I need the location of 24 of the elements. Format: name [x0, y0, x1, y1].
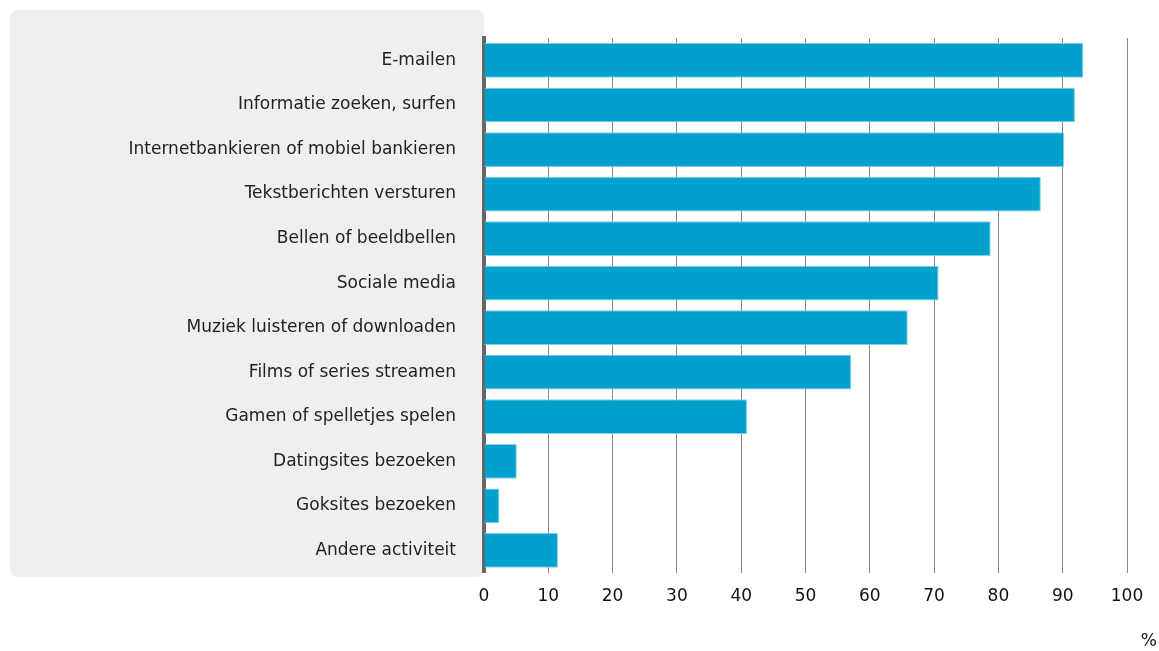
y-tick-label: Andere activiteit	[315, 538, 457, 559]
x-axis-title: %	[1140, 629, 1157, 650]
x-tick-label: 0	[478, 585, 490, 606]
y-tick-label: Sociale media	[336, 271, 456, 292]
y-tick-label: Bellen of beeldbellen	[276, 227, 456, 248]
x-tick-label: 10	[537, 585, 560, 606]
y-tick-label: Films of series streamen	[248, 360, 456, 381]
x-tick-label: 20	[601, 585, 624, 606]
y-tick-label: Internetbankieren of mobiel bankieren	[128, 137, 456, 158]
y-tick-label: Informatie zoeken, surfen	[238, 93, 456, 114]
y-tick-label: Tekstberichten versturen	[243, 182, 456, 203]
x-tick-label: 30	[666, 585, 688, 606]
x-tick-label: 40	[730, 585, 753, 606]
x-tick-label: 90	[1051, 585, 1074, 606]
x-tick-label: 50	[794, 585, 817, 606]
y-tick-label: Goksites bezoeken	[296, 494, 456, 515]
y-tick-label: Datingsites bezoeken	[273, 449, 456, 470]
x-tick-label: 80	[987, 585, 1010, 606]
y-tick-label: Muziek luisteren of downloaden	[186, 316, 456, 337]
y-tick-label: E-mailen	[381, 48, 456, 69]
x-tick-label: 60	[858, 585, 881, 606]
x-tick-label: 70	[923, 585, 945, 606]
x-tick-label: 100	[1110, 585, 1144, 606]
y-tick-label: Gamen of spelletjes spelen	[225, 405, 456, 426]
